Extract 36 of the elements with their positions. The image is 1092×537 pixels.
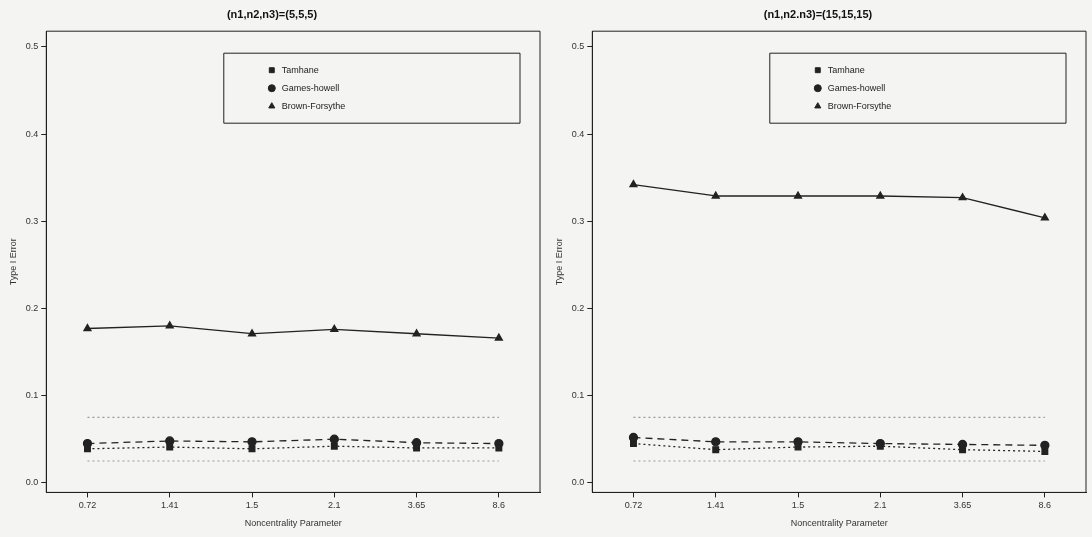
y-axis-title: Type I Error xyxy=(553,238,564,286)
x-tick-label: 8.6 xyxy=(1038,500,1052,511)
x-tick-label: 0.72 xyxy=(624,500,643,511)
x-tick-label: 8.6 xyxy=(492,500,506,511)
y-tick-label: 0.5 xyxy=(25,41,39,52)
y-tick-label: 0.5 xyxy=(571,41,585,52)
legend-label: Games-howell xyxy=(281,82,340,93)
y-tick-label: 0.1 xyxy=(25,390,39,401)
legend-label: Games-howell xyxy=(827,82,886,93)
x-tick-label: 2.1 xyxy=(874,500,887,511)
y-tick-label: 0.2 xyxy=(25,302,39,313)
legend-label: Brown-Forsythe xyxy=(281,100,346,111)
y-axis-title: Type I Error xyxy=(7,238,18,286)
x-tick-label: 2.1 xyxy=(328,500,341,511)
legend-label: Brown-Forsythe xyxy=(827,100,892,111)
y-tick-label: 0.3 xyxy=(25,215,39,226)
x-tick-label: 1.41 xyxy=(160,500,179,511)
legend-label: Tamhane xyxy=(281,64,319,75)
x-tick-label: 0.72 xyxy=(78,500,97,511)
x-tick-label: 1.5 xyxy=(791,500,805,511)
x-axis-title: Noncentrality Parameter xyxy=(790,518,888,529)
chart-title: (n1,n2.n3)=(15,15,15) xyxy=(763,7,873,20)
chart-title: (n1,n2,n3)=(5,5,5) xyxy=(226,7,318,20)
x-tick-label: 1.41 xyxy=(706,500,725,511)
x-tick-label: 1.5 xyxy=(245,500,259,511)
legend-label: Tamhane xyxy=(827,64,865,75)
y-tick-label: 0.1 xyxy=(571,390,585,401)
y-tick-label: 0.3 xyxy=(571,215,585,226)
x-axis-title: Noncentrality Parameter xyxy=(244,518,342,529)
y-tick-label: 0.2 xyxy=(571,302,585,313)
y-tick-label: 0.0 xyxy=(571,477,585,488)
x-tick-label: 3.65 xyxy=(953,500,972,511)
y-tick-label: 0.0 xyxy=(25,477,39,488)
y-tick-label: 0.4 xyxy=(25,128,39,139)
y-tick-label: 0.4 xyxy=(571,128,585,139)
x-tick-label: 3.65 xyxy=(407,500,426,511)
